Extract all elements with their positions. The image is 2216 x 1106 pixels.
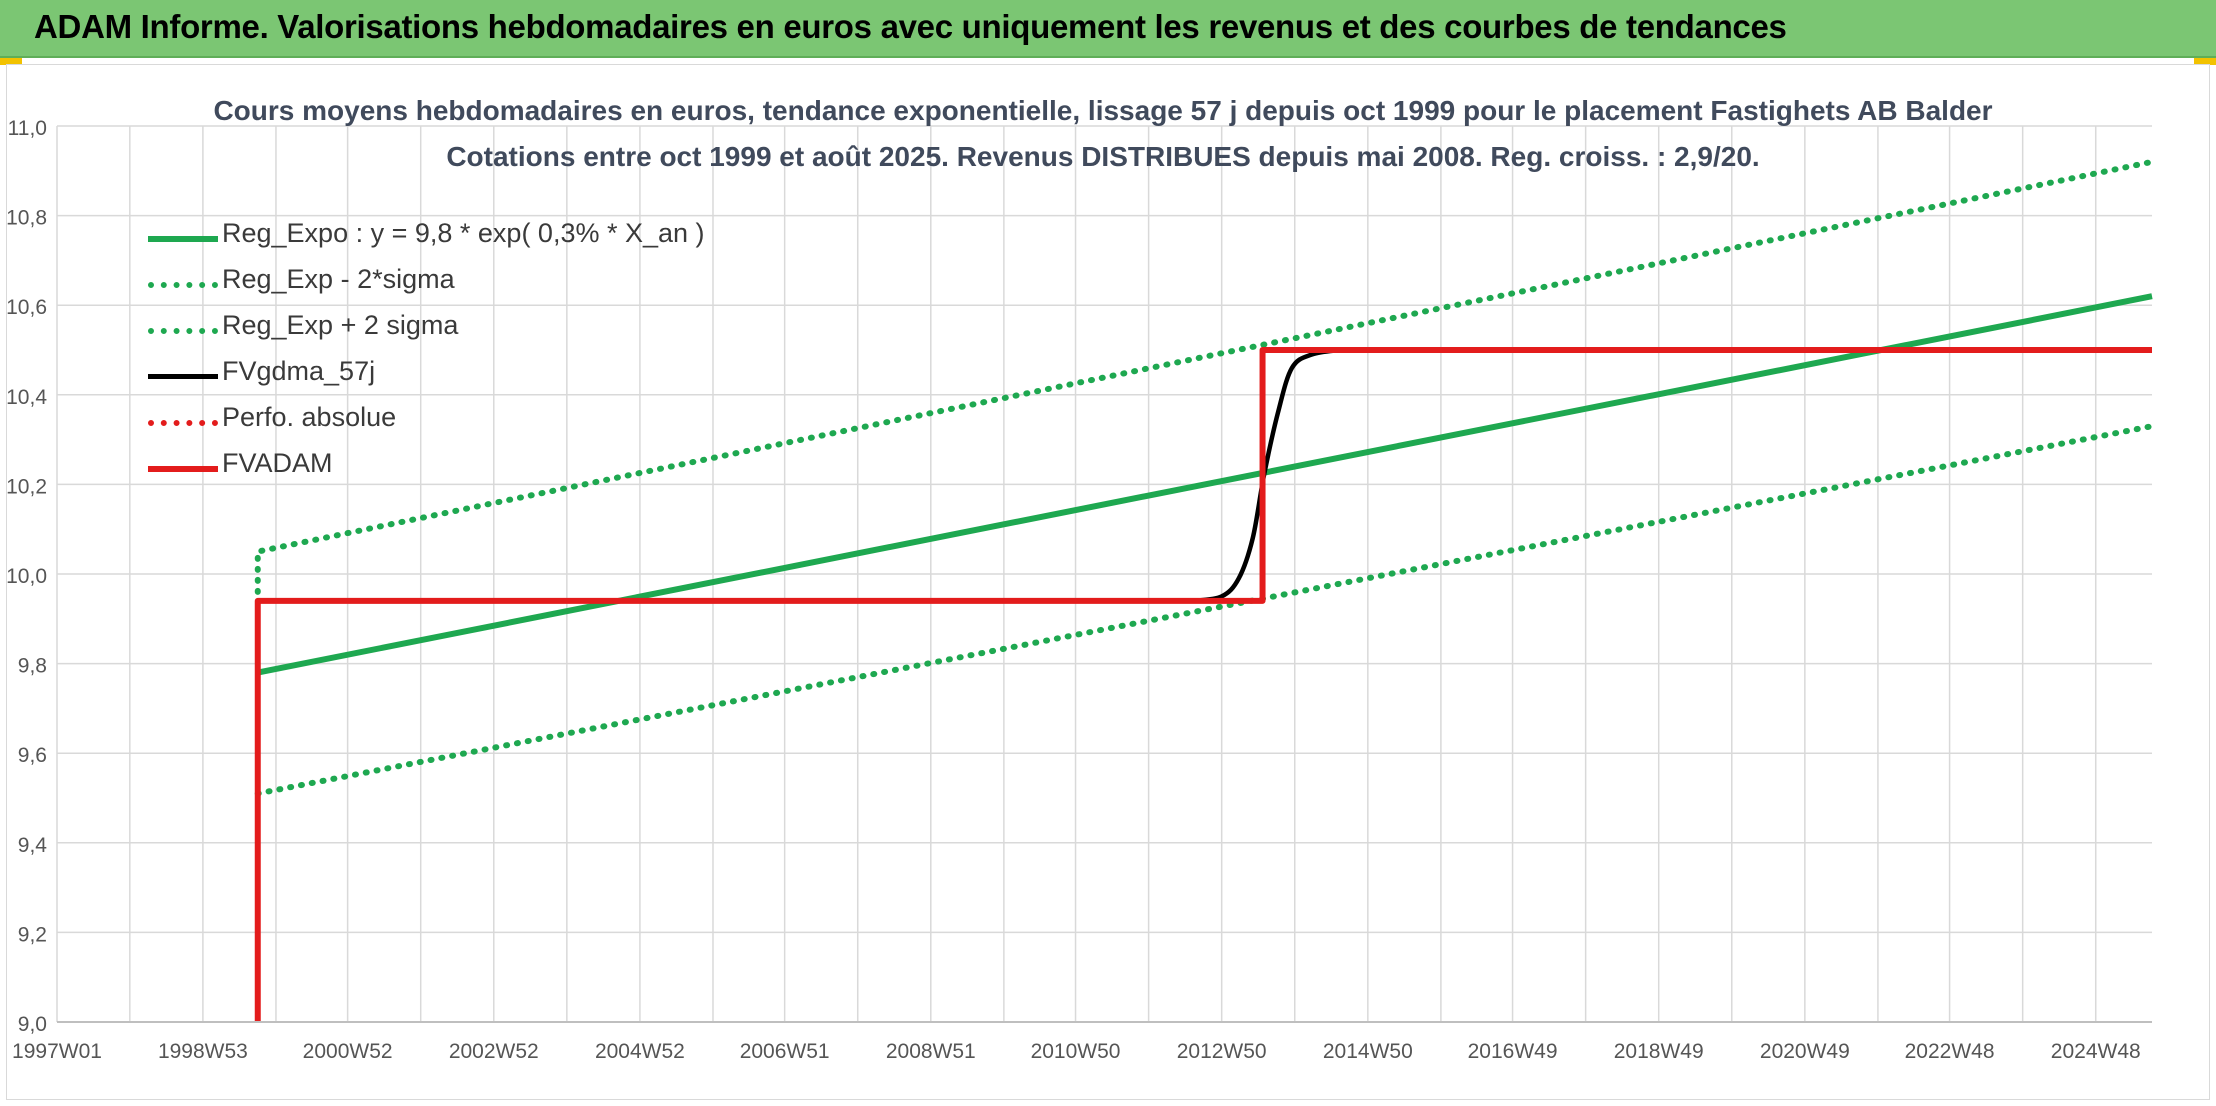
series-line-5: [254, 347, 2152, 1022]
y-tick-label: 9,4: [18, 834, 48, 857]
x-tick-label: 2010W50: [1031, 1040, 1121, 1063]
x-tick-label: 2024W48: [2051, 1040, 2141, 1063]
x-tick-label: 1997W01: [12, 1040, 102, 1063]
y-tick-label: 10,4: [6, 386, 47, 409]
x-tick-label: 2008W51: [886, 1040, 976, 1063]
legend-item: FVADAM: [148, 444, 708, 490]
x-tick-label: 2006W51: [740, 1040, 830, 1063]
legend-label: FVgdma_57j: [222, 356, 376, 386]
chart-subtitle: Cotations entre oct 1999 et août 2025. R…: [446, 141, 1759, 172]
series-line-3: [1193, 347, 1341, 604]
chart-title: Cours moyens hebdomadaires en euros, ten…: [213, 95, 1992, 126]
legend-item: Reg_Exp + 2 sigma: [148, 306, 708, 352]
series-line-0: [257, 293, 2153, 676]
legend-swatch: [148, 236, 218, 242]
x-tick-label: 2012W50: [1177, 1040, 1267, 1063]
y-tick-label: 10,6: [6, 296, 47, 319]
legend-item: Reg_Exp - 2*sigma: [148, 260, 708, 306]
legend-label: Reg_Exp + 2 sigma: [222, 310, 459, 340]
report-title: ADAM Informe. Valorisations hebdomadaire…: [34, 8, 1787, 45]
corner-mark-left: [0, 58, 22, 65]
series-line-2: [254, 158, 2155, 595]
legend-label: Perfo. absolue: [222, 402, 397, 432]
corner-mark-right: [2194, 58, 2216, 65]
legend-swatch: [148, 420, 218, 426]
x-tick-label: 2014W50: [1323, 1040, 1413, 1063]
y-tick-label: 9,6: [18, 744, 47, 767]
legend-swatch: [148, 374, 218, 379]
legend-swatch: [148, 282, 218, 288]
legend-label: Reg_Expo : y = 9,8 * exp( 0,3% * X_an ): [222, 218, 705, 248]
legend-item: Reg_Expo : y = 9,8 * exp( 0,3% * X_an ): [148, 214, 708, 260]
y-tick-label: 10,0: [6, 565, 47, 588]
legend-label: FVADAM: [222, 448, 333, 478]
legend-swatch: [148, 328, 218, 334]
y-tick-label: 9,0: [18, 1013, 47, 1036]
x-tick-label: 1998W53: [158, 1040, 248, 1063]
x-tick-label: 2004W52: [595, 1040, 685, 1063]
legend-swatch: [148, 466, 218, 472]
x-tick-label: 2002W52: [449, 1040, 539, 1063]
series-line-1: [254, 423, 2155, 797]
y-tick-label: 9,2: [18, 923, 47, 946]
y-tick-label: 10,2: [6, 475, 47, 498]
chart-legend: Reg_Expo : y = 9,8 * exp( 0,3% * X_an ) R…: [148, 214, 708, 490]
x-tick-label: 2018W49: [1614, 1040, 1704, 1063]
x-tick-label: 2000W52: [303, 1040, 393, 1063]
chart-frame: [6, 64, 2210, 1100]
x-tick-label: 2020W49: [1760, 1040, 1850, 1063]
header-banner: ADAM Informe. Valorisations hebdomadaire…: [0, 0, 2216, 58]
y-tick-label: 11,0: [8, 117, 47, 140]
y-tick-label: 10,8: [6, 207, 47, 230]
legend-label: Reg_Exp - 2*sigma: [222, 264, 455, 294]
x-tick-label: 2022W48: [1905, 1040, 1995, 1063]
legend-item: FVgdma_57j: [148, 352, 708, 398]
y-tick-label: 9,8: [18, 655, 47, 678]
x-tick-label: 2016W49: [1468, 1040, 1558, 1063]
legend-item: Perfo. absolue: [148, 398, 708, 444]
